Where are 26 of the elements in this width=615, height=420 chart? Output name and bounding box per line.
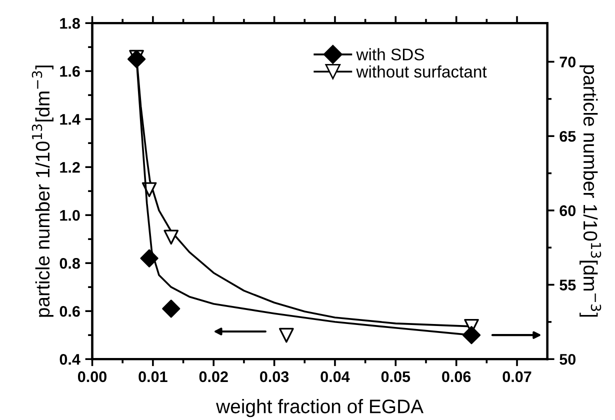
y-tick-label: 1.8	[60, 18, 80, 29]
x-tick-label: 0.06	[442, 371, 471, 382]
x-tick-label: 0.04	[320, 371, 350, 382]
y-tick-label: 0.6	[60, 306, 80, 317]
x-axis-title: weight fraction of EGDA	[216, 399, 424, 418]
y-axis-title: particle number 1/10$^{13}$[dm$^{−3}$]	[32, 66, 54, 317]
y-tick-label: 0.8	[60, 258, 80, 269]
y-tick-label: 1.6	[60, 66, 80, 77]
x-tick-label: 0.07	[502, 371, 532, 382]
x-tick-label: 0.05	[381, 371, 410, 382]
x-tick-label: 0.01	[138, 371, 168, 382]
y2-tick-label: 60	[560, 205, 576, 216]
y-tick-label: 0.4	[60, 354, 80, 365]
x-tick-label: 0.03	[260, 371, 289, 382]
y-tick-label: 1.4	[60, 114, 80, 125]
y2-tick-label: 70	[560, 56, 576, 68]
y2-tick-label: 55	[560, 280, 576, 290]
x-tick-label: 0.02	[199, 371, 228, 382]
y2-tick-label: 65	[560, 130, 576, 142]
y-tick-label: 1.2	[60, 162, 80, 173]
legend-label: with SDS	[356, 48, 424, 60]
y-tick-label: 1.0	[60, 210, 80, 221]
y2-axis-title: particle number 1/10$^{13}$[dm$^{−3}$]	[580, 65, 602, 317]
y2-tick-label: 50	[560, 354, 576, 365]
legend-label: without surfactant	[356, 65, 487, 78]
x-tick-label: 0.00	[78, 371, 106, 382]
